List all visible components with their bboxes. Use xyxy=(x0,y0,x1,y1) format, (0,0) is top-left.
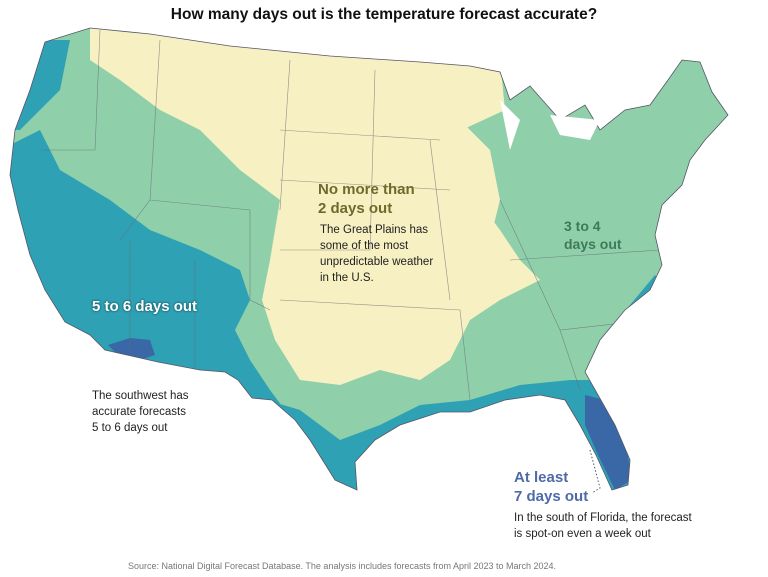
lake-michigan xyxy=(500,100,520,150)
southwest-heading: 5 to 6 days out xyxy=(92,298,198,315)
east-heading: 3 to 4 days out xyxy=(564,217,622,253)
east-heading-line: 3 to 4 xyxy=(564,218,601,234)
southwest-text-line: accurate forecasts xyxy=(92,406,186,418)
florida-text-line: In the south of Florida, the forecast xyxy=(514,512,692,524)
florida-heading-line: 7 days out xyxy=(514,488,589,505)
plains-heading: No more than 2 days out xyxy=(318,180,415,218)
florida-text-line: is spot-on even a week out xyxy=(514,528,651,540)
plains-heading-line: 2 days out xyxy=(318,200,393,217)
plains-text-line: in the U.S. xyxy=(320,272,374,284)
plains-heading-line: No more than xyxy=(318,181,415,198)
region-7-days-arizona xyxy=(108,338,155,360)
plains-text-line: unpredictable weather xyxy=(320,256,434,268)
florida-heading: At least 7 days out xyxy=(514,468,588,506)
east-heading-line: days out xyxy=(564,236,622,252)
plains-text: The Great Plains has some of the most un… xyxy=(320,222,433,286)
florida-heading-line: At least xyxy=(514,469,569,486)
lake-erie xyxy=(550,115,600,140)
region-2-days-midwest xyxy=(420,120,500,240)
southwest-text: The southwest has accurate forecasts 5 t… xyxy=(92,388,189,436)
source-note: Source: National Digital Forecast Databa… xyxy=(128,561,557,571)
florida-text: In the south of Florida, the forecast is… xyxy=(514,510,692,542)
southwest-text-line: The southwest has xyxy=(92,390,189,402)
region-7-days-florida xyxy=(585,395,632,490)
florida-keys-pointer xyxy=(589,449,601,494)
region-2-days-plains xyxy=(90,28,540,385)
plains-text-line: some of the most xyxy=(320,240,409,252)
southwest-text-line: 5 to 6 days out xyxy=(92,422,168,434)
plains-text-line: The Great Plains has xyxy=(320,224,429,236)
map-title: How many days out is the temperature for… xyxy=(170,6,598,23)
